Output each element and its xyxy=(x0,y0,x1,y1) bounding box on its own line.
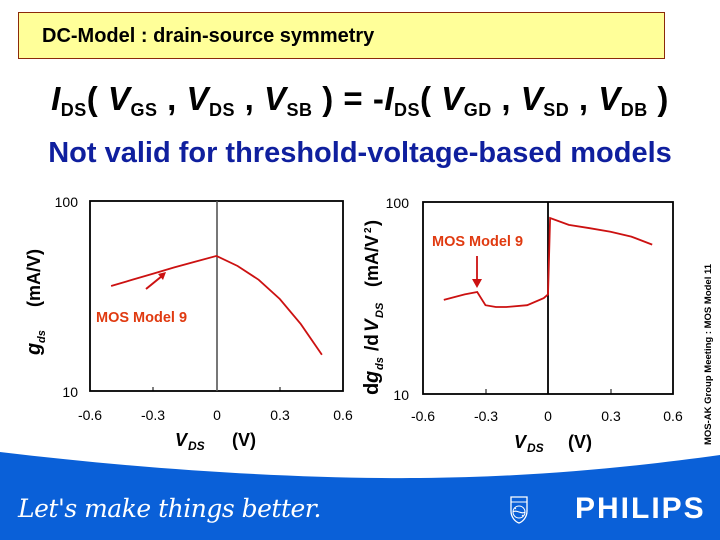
eq-rhs-current: I xyxy=(384,80,394,117)
eq-sub: SD xyxy=(543,100,570,120)
eq-paren: ) xyxy=(647,80,669,117)
x-tick-label: -0.3 xyxy=(474,408,498,424)
eq-sep: , xyxy=(235,80,265,117)
x-tick-label: 0 xyxy=(544,408,552,424)
svg-text:DS: DS xyxy=(374,302,386,318)
eq-sub: SB xyxy=(286,100,313,120)
eq-sub: GS xyxy=(130,100,158,120)
annotation-arrow xyxy=(145,275,163,290)
slide-title-box: DC-Model : drain-source symmetry xyxy=(18,12,665,59)
footer-band xyxy=(0,452,720,540)
subtitle-note: Not valid for threshold-voltage-based mo… xyxy=(48,137,672,169)
svg-text:/d: /d xyxy=(362,334,383,351)
philips-logo: PHILIPS xyxy=(575,492,706,525)
eq-var: V xyxy=(264,80,287,117)
svg-text:(mA/V: (mA/V xyxy=(362,235,382,287)
eq-var: V xyxy=(598,80,621,117)
svg-text:2: 2 xyxy=(363,227,374,233)
svg-text:DS: DS xyxy=(527,441,544,455)
eq-sep: , xyxy=(491,80,521,117)
footer-slogan: Let's make things better. xyxy=(18,494,321,523)
eq-sub: DS xyxy=(208,100,235,120)
arrow-head-icon xyxy=(158,272,166,280)
y-tick-label: 100 xyxy=(386,195,410,211)
eq-var: V xyxy=(186,80,209,117)
svg-text:V: V xyxy=(362,318,383,332)
eq-paren: ( xyxy=(420,80,442,117)
x-tick-label: 0.6 xyxy=(663,408,683,424)
x-tick-label: -0.3 xyxy=(141,407,165,423)
eq-equals: ) = - xyxy=(312,80,385,117)
x-tick-label: 0.3 xyxy=(270,407,290,423)
eq-var: V xyxy=(441,80,464,117)
eq-sub: DB xyxy=(620,100,648,120)
dgds-curve xyxy=(443,216,653,308)
arrow-head-icon xyxy=(472,279,482,288)
svg-text:ds: ds xyxy=(36,330,48,343)
svg-text:g: g xyxy=(361,371,383,384)
gds-curve xyxy=(110,254,323,356)
annotation-label: MOS Model 9 xyxy=(96,310,187,326)
x-tick-label: 0 xyxy=(213,407,221,423)
svg-text:DS: DS xyxy=(188,439,205,453)
symmetry-equation: IDS( VGS , VDS , VSB ) = -IDS( VGD , VSD… xyxy=(0,80,720,121)
slide-title: DC-Model : drain-source symmetry xyxy=(42,25,375,47)
x-tick-label: -0.6 xyxy=(411,408,435,424)
svg-text:(V): (V) xyxy=(232,430,256,450)
eq-sub: DS xyxy=(60,100,87,120)
y-tick-label: 10 xyxy=(62,384,78,400)
x-axis-title: V DS (V) xyxy=(175,430,256,453)
x-tick-label: 0.3 xyxy=(601,408,621,424)
y-axis-title: d g ds /d V DS (mA/V 2 ) xyxy=(361,220,386,395)
svg-text:V: V xyxy=(514,432,528,452)
svg-text:V: V xyxy=(175,430,189,450)
eq-lhs-current: I xyxy=(51,80,61,117)
x-tick-label: -0.6 xyxy=(78,407,102,423)
svg-text:(mA/V): (mA/V) xyxy=(24,249,44,307)
eq-sub: DS xyxy=(393,100,420,120)
eq-var: V xyxy=(107,80,131,117)
philips-shield-icon xyxy=(510,496,528,524)
chart-gds: MOS Model 9 100 10 -0.6 -0.3 0 0.3 0.6 V… xyxy=(23,194,353,453)
svg-text:ds: ds xyxy=(374,357,386,370)
y-tick-label: 100 xyxy=(55,194,79,210)
svg-text:): ) xyxy=(362,220,382,226)
chart-dgds: MOS Model 9 100 10 -0.6 -0.3 0 0.3 0.6 V… xyxy=(361,195,683,455)
svg-text:(V): (V) xyxy=(568,432,592,452)
x-tick-label: 0.6 xyxy=(333,407,353,423)
y-tick-label: 10 xyxy=(393,387,409,403)
svg-text:g: g xyxy=(23,343,45,356)
eq-sep: , xyxy=(569,80,599,117)
annotation-label: MOS Model 9 xyxy=(432,234,523,250)
eq-sub: GD xyxy=(463,100,492,120)
svg-text:d: d xyxy=(361,383,383,395)
eq-sep: , xyxy=(157,80,187,117)
eq-paren: ( xyxy=(86,80,108,117)
x-axis-title: V DS (V) xyxy=(514,432,592,455)
y-axis-title: g ds (mA/V) xyxy=(23,249,48,356)
side-note: MOS-AK Group Meeting : MOS Model 11 xyxy=(703,263,714,445)
eq-var: V xyxy=(520,80,544,117)
